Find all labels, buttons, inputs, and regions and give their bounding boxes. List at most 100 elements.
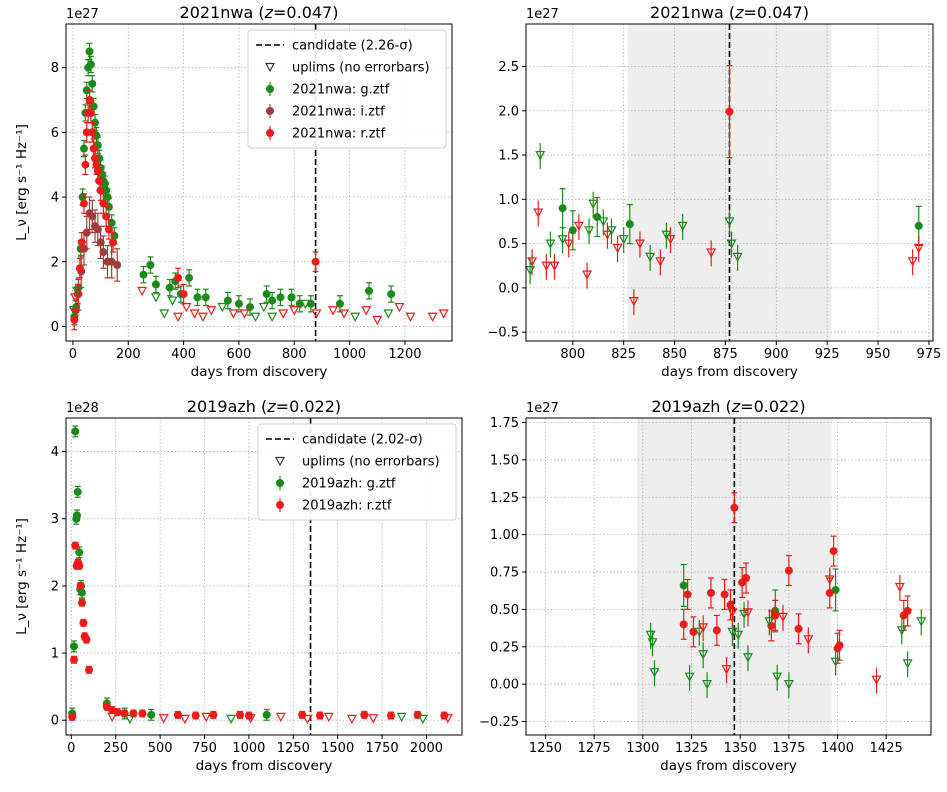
uplim-marker	[742, 653, 753, 663]
data-point	[75, 561, 84, 570]
uplim-marker	[189, 309, 200, 319]
uplim-marker	[328, 306, 339, 316]
data-point	[268, 296, 277, 305]
uplim-marker	[557, 235, 568, 245]
data-point	[174, 273, 183, 282]
y-axis-label: L_ν [erg s⁻¹ Hz⁻¹]	[14, 124, 30, 241]
x-tick-label: 200	[116, 347, 141, 362]
uplim-marker	[245, 714, 256, 724]
x-tick-label: 1325	[675, 741, 708, 756]
data-point	[246, 303, 255, 312]
data-point	[209, 710, 218, 719]
x-tick-label: 1275	[578, 741, 611, 756]
legend-point-swatch	[276, 501, 284, 509]
legend-label: 2021nwa: i.ztf	[292, 105, 385, 120]
axes-frame	[65, 23, 453, 342]
y-tick-label: 4	[51, 191, 59, 206]
y-tick-label: 8	[51, 61, 59, 76]
uplim-marker	[167, 296, 178, 306]
x-tick-label: 1500	[321, 741, 354, 756]
uplim-marker	[201, 712, 212, 723]
y-tick-label: 1.0	[498, 193, 519, 208]
x-tick-label: 2000	[410, 741, 443, 756]
y-axis-label: L_ν [erg s⁻¹ Hz⁻¹]	[14, 518, 30, 635]
uplim-marker	[438, 309, 449, 319]
uplim-marker	[732, 252, 743, 263]
data-point	[364, 286, 373, 295]
data-point	[173, 710, 182, 719]
chart-title: 2021nwa (z=0.047)	[650, 3, 809, 22]
data-point	[75, 548, 84, 557]
uplim-marker	[733, 630, 744, 641]
series-r-ztf	[679, 492, 912, 664]
data-point	[234, 299, 243, 308]
uplim-marker	[107, 712, 118, 723]
data-point	[68, 712, 77, 721]
axis-multiplier: 1e27	[526, 7, 559, 22]
uplim-marker	[916, 617, 927, 627]
chart-title: 2019azh (z=0.022)	[187, 397, 341, 416]
data-point	[82, 635, 91, 644]
uplim-marker	[339, 309, 350, 319]
x-tick-label: 850	[662, 347, 687, 362]
x-tick-label: 1375	[772, 741, 805, 756]
legend-label: 2021nwa: g.ztf	[292, 83, 390, 98]
data-point	[146, 260, 155, 269]
uplim-marker	[72, 286, 83, 297]
uplim-marker	[830, 657, 841, 668]
uplim-marker	[694, 627, 705, 638]
uplim-marker	[702, 680, 713, 690]
legend: candidate (2.26-σ) uplims (no errorbars) 2…	[247, 29, 447, 149]
uplim-marker	[179, 714, 190, 725]
data-point	[742, 573, 751, 582]
uplim-marker	[250, 312, 261, 323]
x-tick-label: 800	[560, 347, 585, 362]
x-tick-label: 900	[764, 347, 789, 362]
uplim-marker	[665, 235, 676, 245]
x-tick-label: 600	[227, 347, 252, 362]
data-point	[679, 620, 688, 629]
data-point	[79, 144, 88, 153]
uplim-marker	[606, 226, 617, 236]
uplim-marker	[549, 261, 560, 272]
y-tick-label: 1.25	[490, 491, 519, 506]
data-point	[71, 427, 80, 436]
x-tick-label: 500	[148, 741, 173, 756]
uplim-marker	[228, 309, 239, 319]
data-point	[236, 710, 245, 719]
data-point	[69, 642, 78, 651]
data-point	[86, 108, 95, 117]
uplim-marker	[634, 239, 645, 249]
data-point	[77, 238, 86, 247]
data-point	[193, 293, 202, 302]
uplim-marker	[824, 575, 835, 585]
x-tick-label: 1250	[529, 741, 562, 756]
x-tick-label: 975	[917, 347, 942, 362]
x-tick-label: 875	[713, 347, 738, 362]
data-point	[287, 293, 296, 302]
legend-uplim-swatch	[275, 456, 285, 467]
data-point	[78, 193, 87, 202]
uplim-marker	[396, 712, 407, 723]
uplim-marker	[368, 714, 379, 724]
x-tick-label: 0	[69, 347, 77, 362]
data-point	[730, 503, 739, 512]
data-point	[99, 248, 108, 257]
x-tick-label: 1300	[626, 741, 659, 756]
uplim-marker	[158, 714, 169, 724]
legend-label: 2021nwa: r.ztf	[292, 127, 386, 142]
data-point	[77, 588, 86, 597]
data-point	[706, 588, 715, 597]
data-point	[223, 296, 232, 305]
x-tick-label: 1750	[366, 741, 399, 756]
uplim-marker	[721, 665, 732, 675]
legend-label: uplims (no errorbars)	[302, 455, 440, 470]
uplim-marker	[442, 714, 453, 724]
uplim-marker	[573, 221, 584, 232]
data-point	[107, 218, 116, 227]
uplim-marker	[645, 252, 656, 263]
data-point	[360, 710, 369, 719]
uplim-marker	[706, 248, 717, 258]
uplim-marker	[598, 217, 609, 227]
axis-multiplier: 1e28	[66, 401, 99, 416]
